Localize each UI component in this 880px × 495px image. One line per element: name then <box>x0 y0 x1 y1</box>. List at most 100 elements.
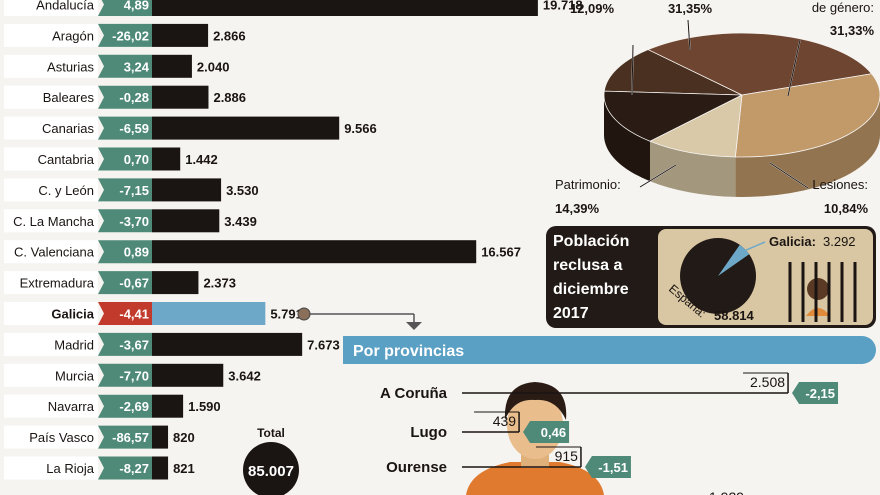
region-label: Cantabria <box>38 152 95 167</box>
pie-side <box>604 95 880 197</box>
region-bar <box>152 332 303 356</box>
change-value: -7,15 <box>119 183 149 198</box>
pie-leader-line <box>687 19 691 51</box>
region-bar <box>152 54 192 78</box>
region-bar <box>152 23 209 47</box>
change-value: -7,70 <box>119 368 149 383</box>
change-value: -26,02 <box>112 28 149 43</box>
poblacion-title-1: Población <box>553 233 629 250</box>
province-label: A Coruña <box>380 385 448 402</box>
total-circle <box>243 442 299 495</box>
pie-chart: 12,09% 31,35% de género: 31,33% Patrimonio: 1… <box>555 0 880 216</box>
region-label: Navarra <box>48 399 95 414</box>
poblacion-panel: Población reclusa a diciembre 2017 Galic… <box>546 226 876 328</box>
pie-slice <box>603 90 743 142</box>
region-label: Extremadura <box>20 276 95 291</box>
pie-side-segment <box>650 141 736 197</box>
pie-value-patrimonio: 14,39% <box>555 201 600 216</box>
region-value: 5.791 <box>270 307 303 322</box>
pie-leader-line <box>769 162 809 189</box>
region-bar <box>152 116 340 140</box>
province-change: -2,15 <box>805 386 835 401</box>
region-bar <box>152 394 184 418</box>
region-label-box <box>4 147 98 171</box>
province-change-badge <box>584 456 631 478</box>
change-badge <box>98 363 152 387</box>
region-label-box <box>4 85 98 109</box>
change-badge <box>98 425 152 449</box>
pie-side-segment <box>604 95 651 182</box>
prisoner-icon <box>788 262 857 322</box>
pie-value-top-center: 31,35% <box>668 1 713 16</box>
change-value: -8,27 <box>119 461 149 476</box>
region-value: 2.040 <box>197 59 230 74</box>
pie-slice <box>647 32 873 96</box>
region-label-box <box>4 54 98 78</box>
galicia-wedge <box>718 244 750 276</box>
region-label: País Vasco <box>29 430 94 445</box>
pie-side-segment <box>735 95 880 197</box>
region-label-box <box>4 302 98 325</box>
region-row: C. Valenciana 0,89 16.567 <box>4 240 521 264</box>
regions-bar-chart: Andalucía 4,89 19.718 Aragón -26,02 2.866 Astu… <box>4 0 583 480</box>
region-label-box <box>4 394 98 418</box>
change-badge <box>98 394 152 418</box>
region-label: Baleares <box>43 90 95 105</box>
region-bar <box>152 85 209 109</box>
region-value: 16.567 <box>481 245 521 260</box>
region-row: Canarias -6,59 9.566 <box>4 116 377 140</box>
region-row: Madrid -3,67 7.673 <box>4 332 340 356</box>
region-label: C. Valenciana <box>14 245 95 260</box>
region-value: 3.530 <box>226 183 259 198</box>
province-change-badge <box>792 382 839 404</box>
region-label-box <box>4 240 98 264</box>
region-value: 2.373 <box>203 276 236 291</box>
change-badge <box>98 0 152 16</box>
change-badge <box>98 116 152 140</box>
change-value: -3,67 <box>119 337 149 352</box>
change-value: 4,89 <box>124 0 149 13</box>
change-badge <box>98 456 152 480</box>
change-value: 0,89 <box>124 245 149 260</box>
region-row: Asturias 3,24 2.040 <box>4 54 230 78</box>
espana-value: 58.814 <box>714 308 755 323</box>
region-value: 3.439 <box>224 214 257 229</box>
change-badge <box>98 23 152 47</box>
change-value: 0,70 <box>124 152 149 167</box>
region-bar <box>152 240 477 264</box>
province-change: -1,51 <box>598 460 628 475</box>
pie-label-genero: de género: <box>812 0 874 15</box>
region-row: Aragón -26,02 2.866 <box>4 23 246 47</box>
total-label: Total <box>257 426 285 440</box>
total-badge: Total 85.007 <box>243 426 299 495</box>
change-value: -4,41 <box>119 307 149 322</box>
region-label-box <box>4 0 98 16</box>
province-row: A Coruña 2.508 -2,15 <box>380 372 839 404</box>
region-label-box <box>4 456 98 480</box>
region-bar <box>152 147 181 171</box>
pie-leader-line <box>639 164 677 188</box>
change-badge <box>98 302 152 325</box>
region-label: C. La Mancha <box>13 214 95 229</box>
province-change-badge <box>523 421 570 443</box>
change-badge <box>98 271 152 295</box>
province-row: Lugo 439 0,46 <box>410 411 570 443</box>
region-label: C. y León <box>38 183 94 198</box>
region-row: Andalucía 4,89 19.718 <box>4 0 583 16</box>
galicia-label: Galicia: <box>769 234 816 249</box>
change-badge <box>98 332 152 356</box>
change-value: -0,28 <box>119 90 149 105</box>
region-bar <box>152 271 199 295</box>
galicia-connector <box>297 307 422 330</box>
region-label: La Rioja <box>46 461 94 476</box>
pie-slice <box>649 94 743 158</box>
region-label-box <box>4 23 98 47</box>
region-label-box <box>4 178 98 202</box>
region-bar <box>152 425 169 449</box>
region-label-box <box>4 209 98 233</box>
galicia-pointer <box>741 241 766 253</box>
poblacion-title-2: reclusa a <box>553 257 622 274</box>
pie-value-lesiones: 10,84% <box>824 201 869 216</box>
region-row: C. y León -7,15 3.530 <box>4 178 259 202</box>
region-label: Madrid <box>54 337 94 352</box>
